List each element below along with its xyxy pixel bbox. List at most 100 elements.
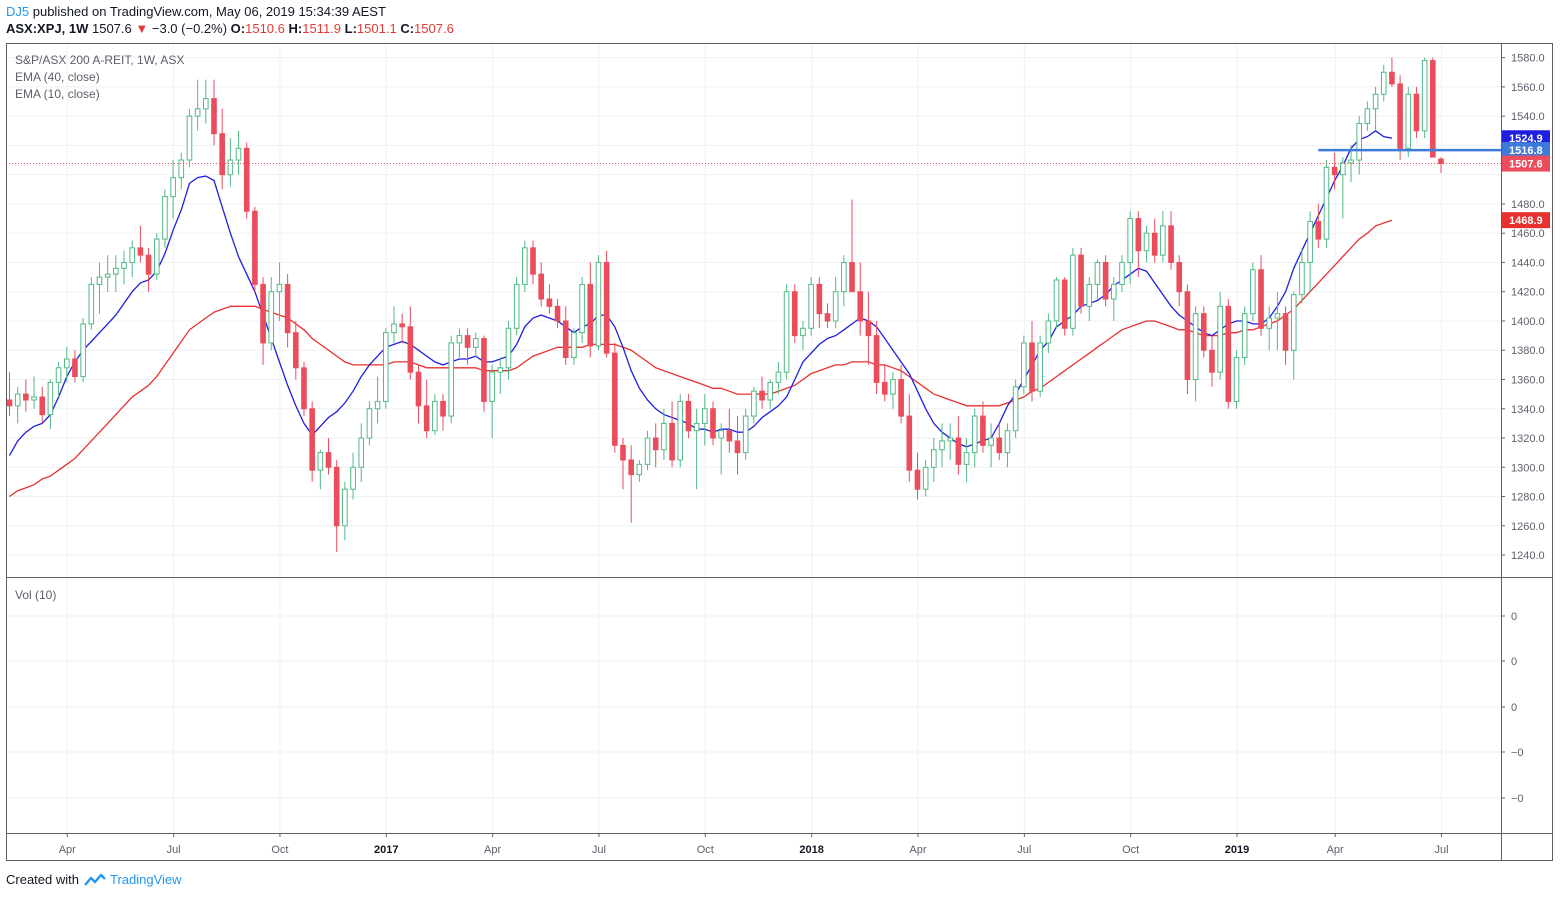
- candle-body: [1315, 220, 1322, 240]
- candle-body: [268, 291, 275, 344]
- candle-body: [63, 358, 70, 369]
- candle: [898, 364, 904, 424]
- candle-body: [1258, 269, 1264, 329]
- candle-body: [137, 247, 144, 256]
- candle: [260, 277, 266, 365]
- candle-body: [1299, 261, 1305, 296]
- low-label: L:: [344, 21, 357, 36]
- candle-body: [88, 283, 95, 325]
- candle-body: [1151, 232, 1158, 256]
- candle: [1364, 101, 1371, 131]
- candle: [1021, 335, 1027, 395]
- candle-body: [1127, 218, 1133, 263]
- volume-tick-label: 0: [1511, 611, 1517, 623]
- candle: [113, 255, 119, 292]
- candle: [1372, 86, 1379, 131]
- candle-body: [538, 273, 545, 300]
- candle: [1266, 306, 1273, 351]
- tradingview-logo-icon[interactable]: [84, 873, 106, 887]
- candle: [63, 347, 70, 383]
- candle-body: [1209, 349, 1215, 373]
- candle: [734, 416, 741, 475]
- candle: [1389, 57, 1395, 87]
- candle: [1168, 211, 1174, 270]
- tradingview-brand-link[interactable]: TradingView: [109, 872, 182, 887]
- candle: [1070, 247, 1076, 336]
- candle-body: [1331, 166, 1338, 176]
- candle: [1086, 277, 1093, 321]
- published-text: published on TradingView.com, May 06, 20…: [29, 4, 386, 19]
- candle-body: [1021, 342, 1027, 388]
- ema40-line: [9, 219, 1393, 498]
- candle: [530, 240, 536, 285]
- candle-body: [1078, 254, 1084, 307]
- candle: [710, 401, 716, 446]
- candle: [546, 284, 553, 314]
- candle: [571, 328, 577, 365]
- candle-body: [194, 108, 201, 117]
- candle-body: [693, 422, 700, 432]
- publisher-username[interactable]: DJ5: [6, 4, 30, 19]
- candle-body: [489, 371, 495, 402]
- candle: [644, 430, 651, 471]
- candle-body: [1045, 320, 1052, 344]
- volume-legend[interactable]: Vol (10): [15, 588, 57, 602]
- candle-body: [988, 437, 994, 446]
- candle-body: [333, 466, 340, 527]
- candle-body: [579, 283, 585, 334]
- candle: [873, 320, 880, 395]
- candle: [914, 452, 921, 500]
- candle: [366, 401, 373, 446]
- volume-tick-label: 0: [1511, 656, 1517, 668]
- ema40-legend[interactable]: EMA (40, close): [15, 70, 100, 84]
- candle: [775, 361, 782, 395]
- time-tick-label: 2017: [374, 844, 398, 856]
- candle-body: [293, 332, 299, 369]
- candle-body: [497, 367, 504, 373]
- candle: [800, 320, 806, 351]
- candle: [1012, 379, 1019, 439]
- candle-body: [922, 466, 929, 490]
- candle: [1200, 306, 1207, 358]
- candle-body: [849, 261, 855, 293]
- candle: [505, 320, 512, 380]
- candle: [522, 240, 528, 292]
- candle-body: [783, 291, 790, 373]
- candle: [685, 394, 692, 439]
- candle: [636, 459, 643, 482]
- candle: [620, 438, 626, 490]
- candle: [1184, 284, 1191, 395]
- candle-body: [227, 159, 234, 176]
- candle: [1356, 116, 1363, 175]
- open-label: O:: [230, 21, 246, 36]
- candle-body: [963, 452, 970, 465]
- candle: [767, 379, 774, 409]
- candle: [342, 481, 348, 541]
- candle: [162, 189, 168, 248]
- candle: [268, 277, 275, 351]
- candle-body: [1029, 342, 1035, 392]
- candle: [432, 394, 438, 436]
- candle: [669, 401, 675, 468]
- candle: [72, 350, 78, 383]
- candle: [497, 357, 504, 395]
- candle: [538, 262, 545, 307]
- candle: [1340, 157, 1346, 219]
- ema10-legend[interactable]: EMA (10, close): [15, 87, 100, 101]
- candle: [96, 262, 103, 314]
- candle: [47, 379, 54, 430]
- candle: [1258, 255, 1264, 336]
- candle-body: [571, 332, 577, 359]
- candle: [693, 408, 700, 490]
- candle: [816, 277, 823, 329]
- price-tick-label: 1320.0: [1511, 433, 1545, 445]
- candle: [1209, 335, 1215, 387]
- candle: [742, 408, 749, 460]
- candle: [423, 379, 430, 439]
- close-label: C:: [400, 21, 415, 36]
- volume-tick-label: 0: [1511, 702, 1517, 714]
- candle-body: [931, 449, 937, 468]
- time-tick-label: 2018: [799, 844, 823, 856]
- candle-body: [603, 261, 610, 354]
